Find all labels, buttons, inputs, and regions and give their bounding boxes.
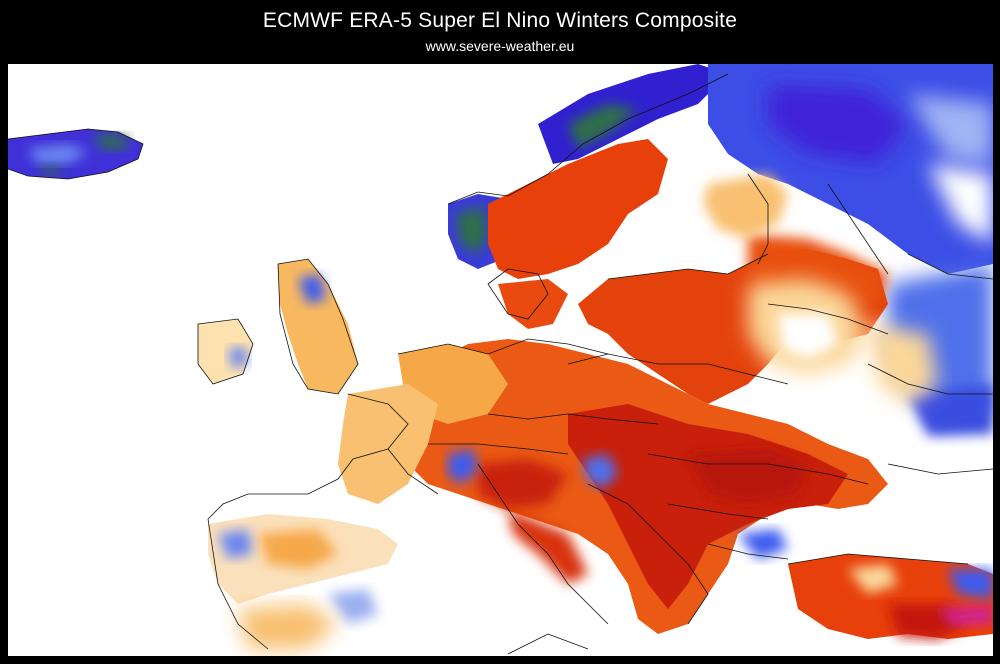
iberia-mixed-anomaly [208,514,398,649]
balkans-cold-spot [738,529,788,559]
map-panel [8,64,993,656]
western-europe-mild-warm [198,174,938,504]
iceland-anomaly [8,129,143,179]
turkey-warm-anomaly [788,554,993,639]
header: ECMWF ERA-5 Super El Nino Winters Compos… [0,0,1000,64]
source-url: www.severe-weather.eu [425,38,575,54]
europe-anomaly-map [8,64,993,656]
map-title: ECMWF ERA-5 Super El Nino Winters Compos… [262,9,738,32]
country-borders [8,73,993,655]
alps-cold-anomaly [228,274,618,489]
